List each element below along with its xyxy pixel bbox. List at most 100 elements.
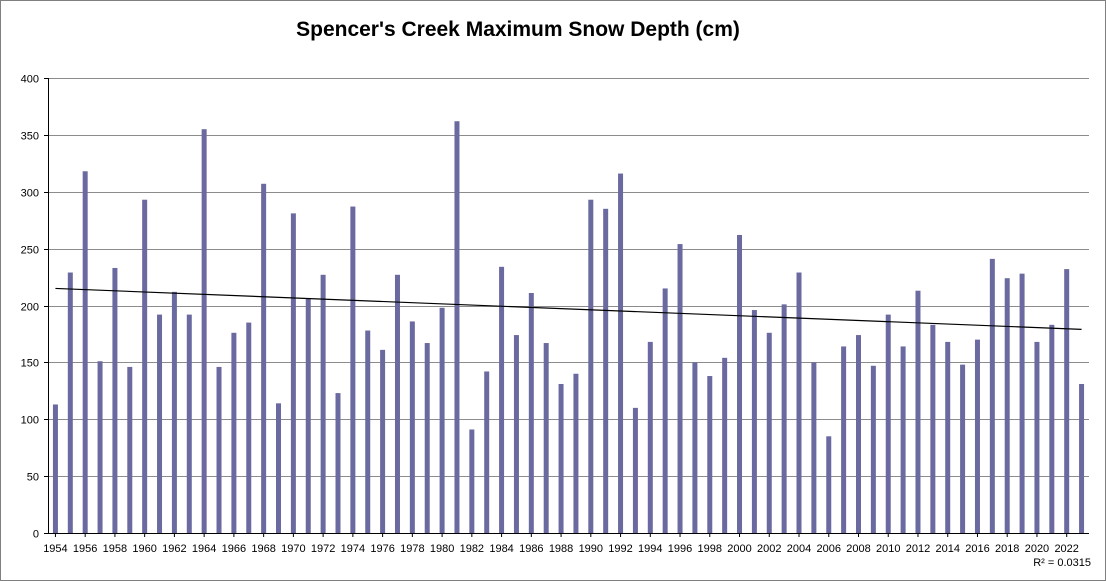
bar [618,173,624,534]
bar [201,129,207,533]
bar [499,266,505,533]
bar [350,206,356,533]
bar [1019,273,1025,533]
bar [960,364,966,533]
bar [439,307,445,533]
bar [707,376,713,533]
bar [142,199,148,533]
x-tick-label: 1986 [519,543,543,555]
chart-title: Spencer's Creek Maximum Snow Depth (cm) [296,18,740,41]
x-tick-label: 2018 [995,543,1019,555]
bar [573,373,579,533]
x-tick-label: 2002 [757,543,781,555]
x-tick-label: 2010 [876,543,900,555]
y-tick-label: 250 [21,245,39,257]
bar [543,343,549,533]
x-tick-label: 1972 [311,543,335,555]
bar [558,383,564,533]
bar [528,292,534,533]
bar [216,366,222,533]
x-tick-label: 1954 [43,543,67,555]
x-tick-label: 1980 [430,543,454,555]
bar [974,339,980,533]
bar [811,362,817,533]
trendline [55,287,1082,330]
bar [870,365,876,533]
bar [588,199,594,533]
y-tick-label: 350 [21,131,39,143]
bar [320,274,326,533]
bar [513,335,519,533]
x-tick-label: 1978 [400,543,424,555]
bar [469,429,475,533]
x-tick-label: 2008 [846,543,870,555]
y-tick-label: 150 [21,358,39,370]
bar [484,371,490,533]
trendline-group [55,287,1082,330]
bar [632,407,638,533]
bar [231,332,237,533]
x-tick-label: 2022 [1054,543,1078,555]
x-tick-label: 2014 [935,543,959,555]
x-tick-label: 1962 [162,543,186,555]
bar [603,208,609,533]
x-tick-label: 2020 [1025,543,1049,555]
y-tick-label: 100 [21,415,39,427]
x-tick-label: 2006 [817,543,841,555]
bar [796,272,802,533]
x-tick-label: 1984 [489,543,513,555]
y-tick-label: 400 [21,74,39,86]
bar [276,403,282,533]
bar [647,341,653,533]
bar [97,361,103,533]
bar [127,366,133,533]
bar [826,436,832,533]
x-tick-label: 2004 [787,543,811,555]
y-tick-label: 50 [27,472,39,484]
x-tick-label: 1970 [281,543,305,555]
x-tick-label: 1974 [341,543,365,555]
bar [454,121,460,533]
bar [409,321,415,533]
x-tick-label: 1964 [192,543,216,555]
y-tick-label: 200 [21,302,39,314]
x-tick-label: 1968 [251,543,275,555]
x-tick-label: 1958 [103,543,127,555]
bar [186,314,192,533]
bar [841,346,847,533]
bar [737,234,743,533]
x-tick-label: 1990 [579,543,603,555]
y-axis-ticks: 0 50 100 150 200 250 300 350 400 [21,74,48,541]
bar [394,274,400,533]
bar [380,349,386,533]
bar [930,324,936,533]
bar [1064,269,1070,533]
bar [900,346,906,533]
x-tick-label: 1994 [638,543,662,555]
bar [424,343,430,533]
bar [157,314,163,533]
y-tick-label: 300 [21,188,39,200]
x-tick-label: 2012 [906,543,930,555]
bar [989,258,995,533]
x-tick-label: 1960 [132,543,156,555]
bar [1079,383,1085,533]
bar [335,393,341,533]
bar [290,213,296,534]
x-tick-label: 1988 [549,543,573,555]
x-tick-label: 1998 [698,543,722,555]
bar [751,310,757,533]
bar [52,404,58,533]
bar [305,298,311,533]
bar [82,171,88,533]
bar [67,272,73,533]
bar [1034,341,1040,533]
bar [171,291,177,533]
bar [1049,324,1055,533]
x-tick-label: 1982 [460,543,484,555]
x-tick-label: 1976 [370,543,394,555]
axes [48,78,1089,534]
bar [766,332,772,533]
